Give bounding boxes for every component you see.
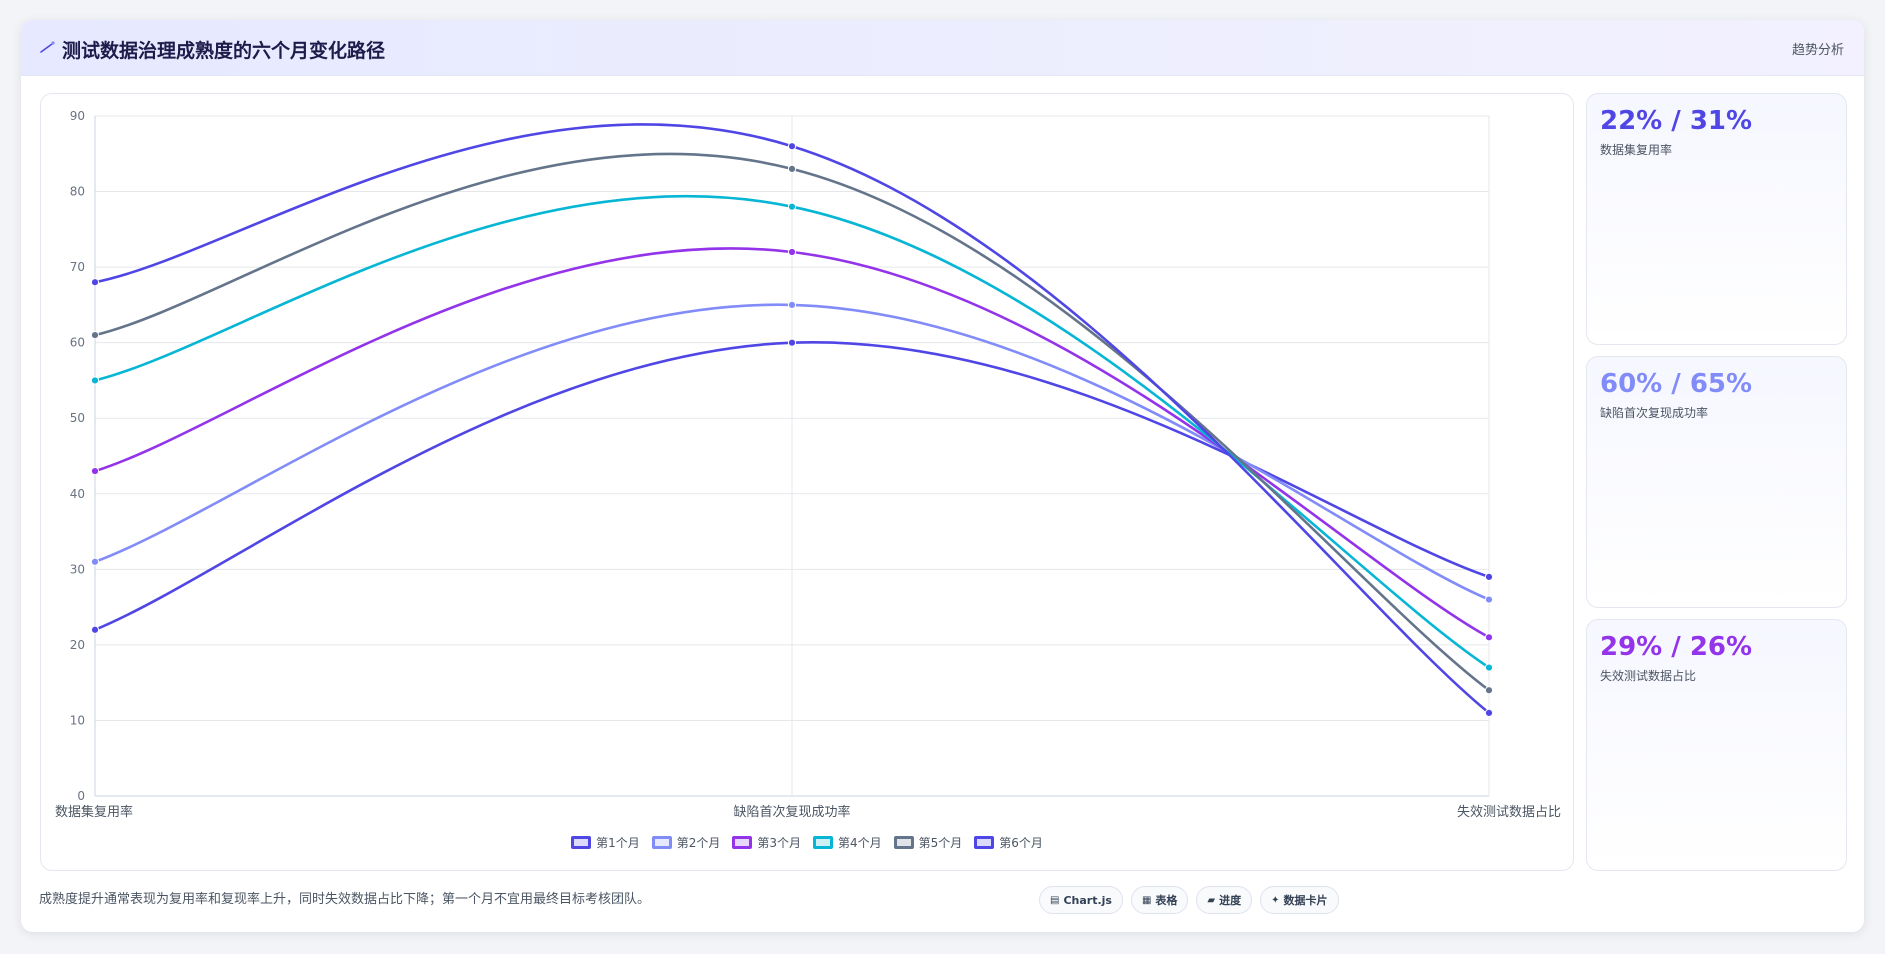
progress-icon: ▰ <box>1207 894 1216 906</box>
data-point <box>90 331 100 340</box>
kpi-label: 失效测试数据占比 <box>1600 669 1697 683</box>
chart-icon: ▤ <box>1050 894 1060 906</box>
legend-label: 第4个月 <box>838 835 882 850</box>
view-chip-3[interactable]: ▰ 进度 <box>1196 886 1253 914</box>
chip-label: 数据卡片 <box>1283 894 1328 907</box>
data-point <box>1484 686 1494 695</box>
view-switcher: ▤ Chart.js ▦ 表格 ▰ 进度 ✦ 数据卡片 <box>1039 886 1339 914</box>
trend-analysis-tag[interactable]: 趋势分析 <box>1791 43 1844 58</box>
series-line-6 <box>94 123 1490 714</box>
chip-label: 进度 <box>1219 894 1242 907</box>
y-tick-label: 0 <box>77 789 85 803</box>
data-point <box>90 278 100 287</box>
data-point <box>787 142 797 151</box>
data-point <box>787 247 797 257</box>
y-tick-label: 30 <box>70 562 85 576</box>
legend-label: 第5个月 <box>918 835 963 850</box>
legend-item-2[interactable]: 第2个月 <box>651 833 721 851</box>
view-chip-4[interactable]: ✦ 数据卡片 <box>1260 886 1339 914</box>
y-tick-label: 60 <box>70 336 85 350</box>
legend-swatch <box>651 835 672 849</box>
data-point <box>787 300 797 309</box>
sparkle-icon: ✦ <box>1271 894 1280 906</box>
view-chip-2[interactable]: ▦ 表格 <box>1130 886 1189 914</box>
y-tick-label: 90 <box>70 109 85 123</box>
y-tick-label: 10 <box>70 713 85 727</box>
data-point <box>1484 708 1494 717</box>
legend-swatch <box>813 835 833 849</box>
data-point <box>787 202 797 211</box>
legend-item-3[interactable]: 第3个月 <box>732 833 801 851</box>
x-tick-label: 失效测试数据占比 <box>1457 805 1561 820</box>
legend-swatch <box>974 835 995 849</box>
legend-item-5[interactable]: 第5个月 <box>893 833 963 851</box>
data-point <box>1484 572 1494 581</box>
y-tick-label: 20 <box>70 638 85 652</box>
legend-item-1[interactable]: 第1个月 <box>571 833 640 851</box>
chart-legend: 第1个月 第2个月 第3个月 第4个月 第5个月 第6个月 <box>41 833 1573 851</box>
chip-label: Chart.js <box>1063 893 1112 907</box>
data-point <box>90 376 100 385</box>
y-tick-label: 70 <box>70 260 85 274</box>
legend-swatch <box>732 835 753 849</box>
y-tick-label: 40 <box>70 487 85 501</box>
x-tick-label: 数据集复用率 <box>55 804 133 820</box>
kpi-label: 数据集复用率 <box>1600 143 1673 157</box>
x-tick-label: 缺陷首次复现成功率 <box>733 804 850 820</box>
data-point <box>90 467 100 476</box>
legend-label: 第2个月 <box>676 835 721 850</box>
legend-label: 第6个月 <box>999 835 1043 850</box>
legend-item-4[interactable]: 第4个月 <box>813 833 882 851</box>
line-chart: 0 10 20 30 40 50 60 70 80 90 数据集复用率 缺陷首次复现成功率 失效测试数据… <box>55 109 1561 820</box>
data-point <box>90 557 100 566</box>
legend-label: 第1个月 <box>596 835 640 850</box>
y-tick-label: 50 <box>70 411 85 425</box>
table-icon: ▦ <box>1141 894 1152 906</box>
legend-swatch <box>571 835 592 849</box>
kpi-value: 29% / 26% <box>1600 632 1753 662</box>
kpi-card-3: 29% / 26% 失效测试数据占比 <box>1586 619 1847 871</box>
legend-swatch <box>893 835 914 849</box>
data-point <box>787 164 797 173</box>
kpi-card-2: 60% / 65% 缺陷首次复现成功率 <box>1586 356 1847 608</box>
legend-item-6[interactable]: 第6个月 <box>974 833 1043 851</box>
series-line-5 <box>94 152 1490 692</box>
card-header: 测试数据治理成熟度的六个月变化路径 趋势分析 <box>21 20 1864 76</box>
y-tick-label: 80 <box>70 185 85 199</box>
footer-note: 成熟度提升通常表现为复用率和复现率上升，同时失效数据占比下降；第一个月不宜用最终… <box>39 892 651 907</box>
line-chart-panel: 0 10 20 30 40 50 60 70 80 90 数据集复用率 缺陷首次复现成功率 失效测试数据… <box>40 93 1574 871</box>
chart-card: 测试数据治理成熟度的六个月变化路径 趋势分析 0 10 20 30 40 50 60 70 80… <box>21 20 1864 932</box>
kpi-label: 缺陷首次复现成功率 <box>1600 406 1709 420</box>
page-title: 测试数据治理成熟度的六个月变化路径 <box>62 40 386 62</box>
kpi-card-1: 22% / 31% 数据集复用率 <box>1586 93 1847 345</box>
data-point <box>90 625 100 634</box>
kpi-value: 60% / 65% <box>1600 369 1753 399</box>
kpi-value: 22% / 31% <box>1600 106 1753 136</box>
data-point <box>1484 663 1494 672</box>
chip-label: 表格 <box>1155 894 1178 907</box>
data-point <box>787 338 797 347</box>
legend-label: 第3个月 <box>757 835 801 850</box>
wand-icon <box>40 41 55 53</box>
view-chip-1[interactable]: ▤ Chart.js <box>1039 886 1123 914</box>
data-point <box>1484 633 1494 642</box>
data-point <box>1484 595 1494 604</box>
